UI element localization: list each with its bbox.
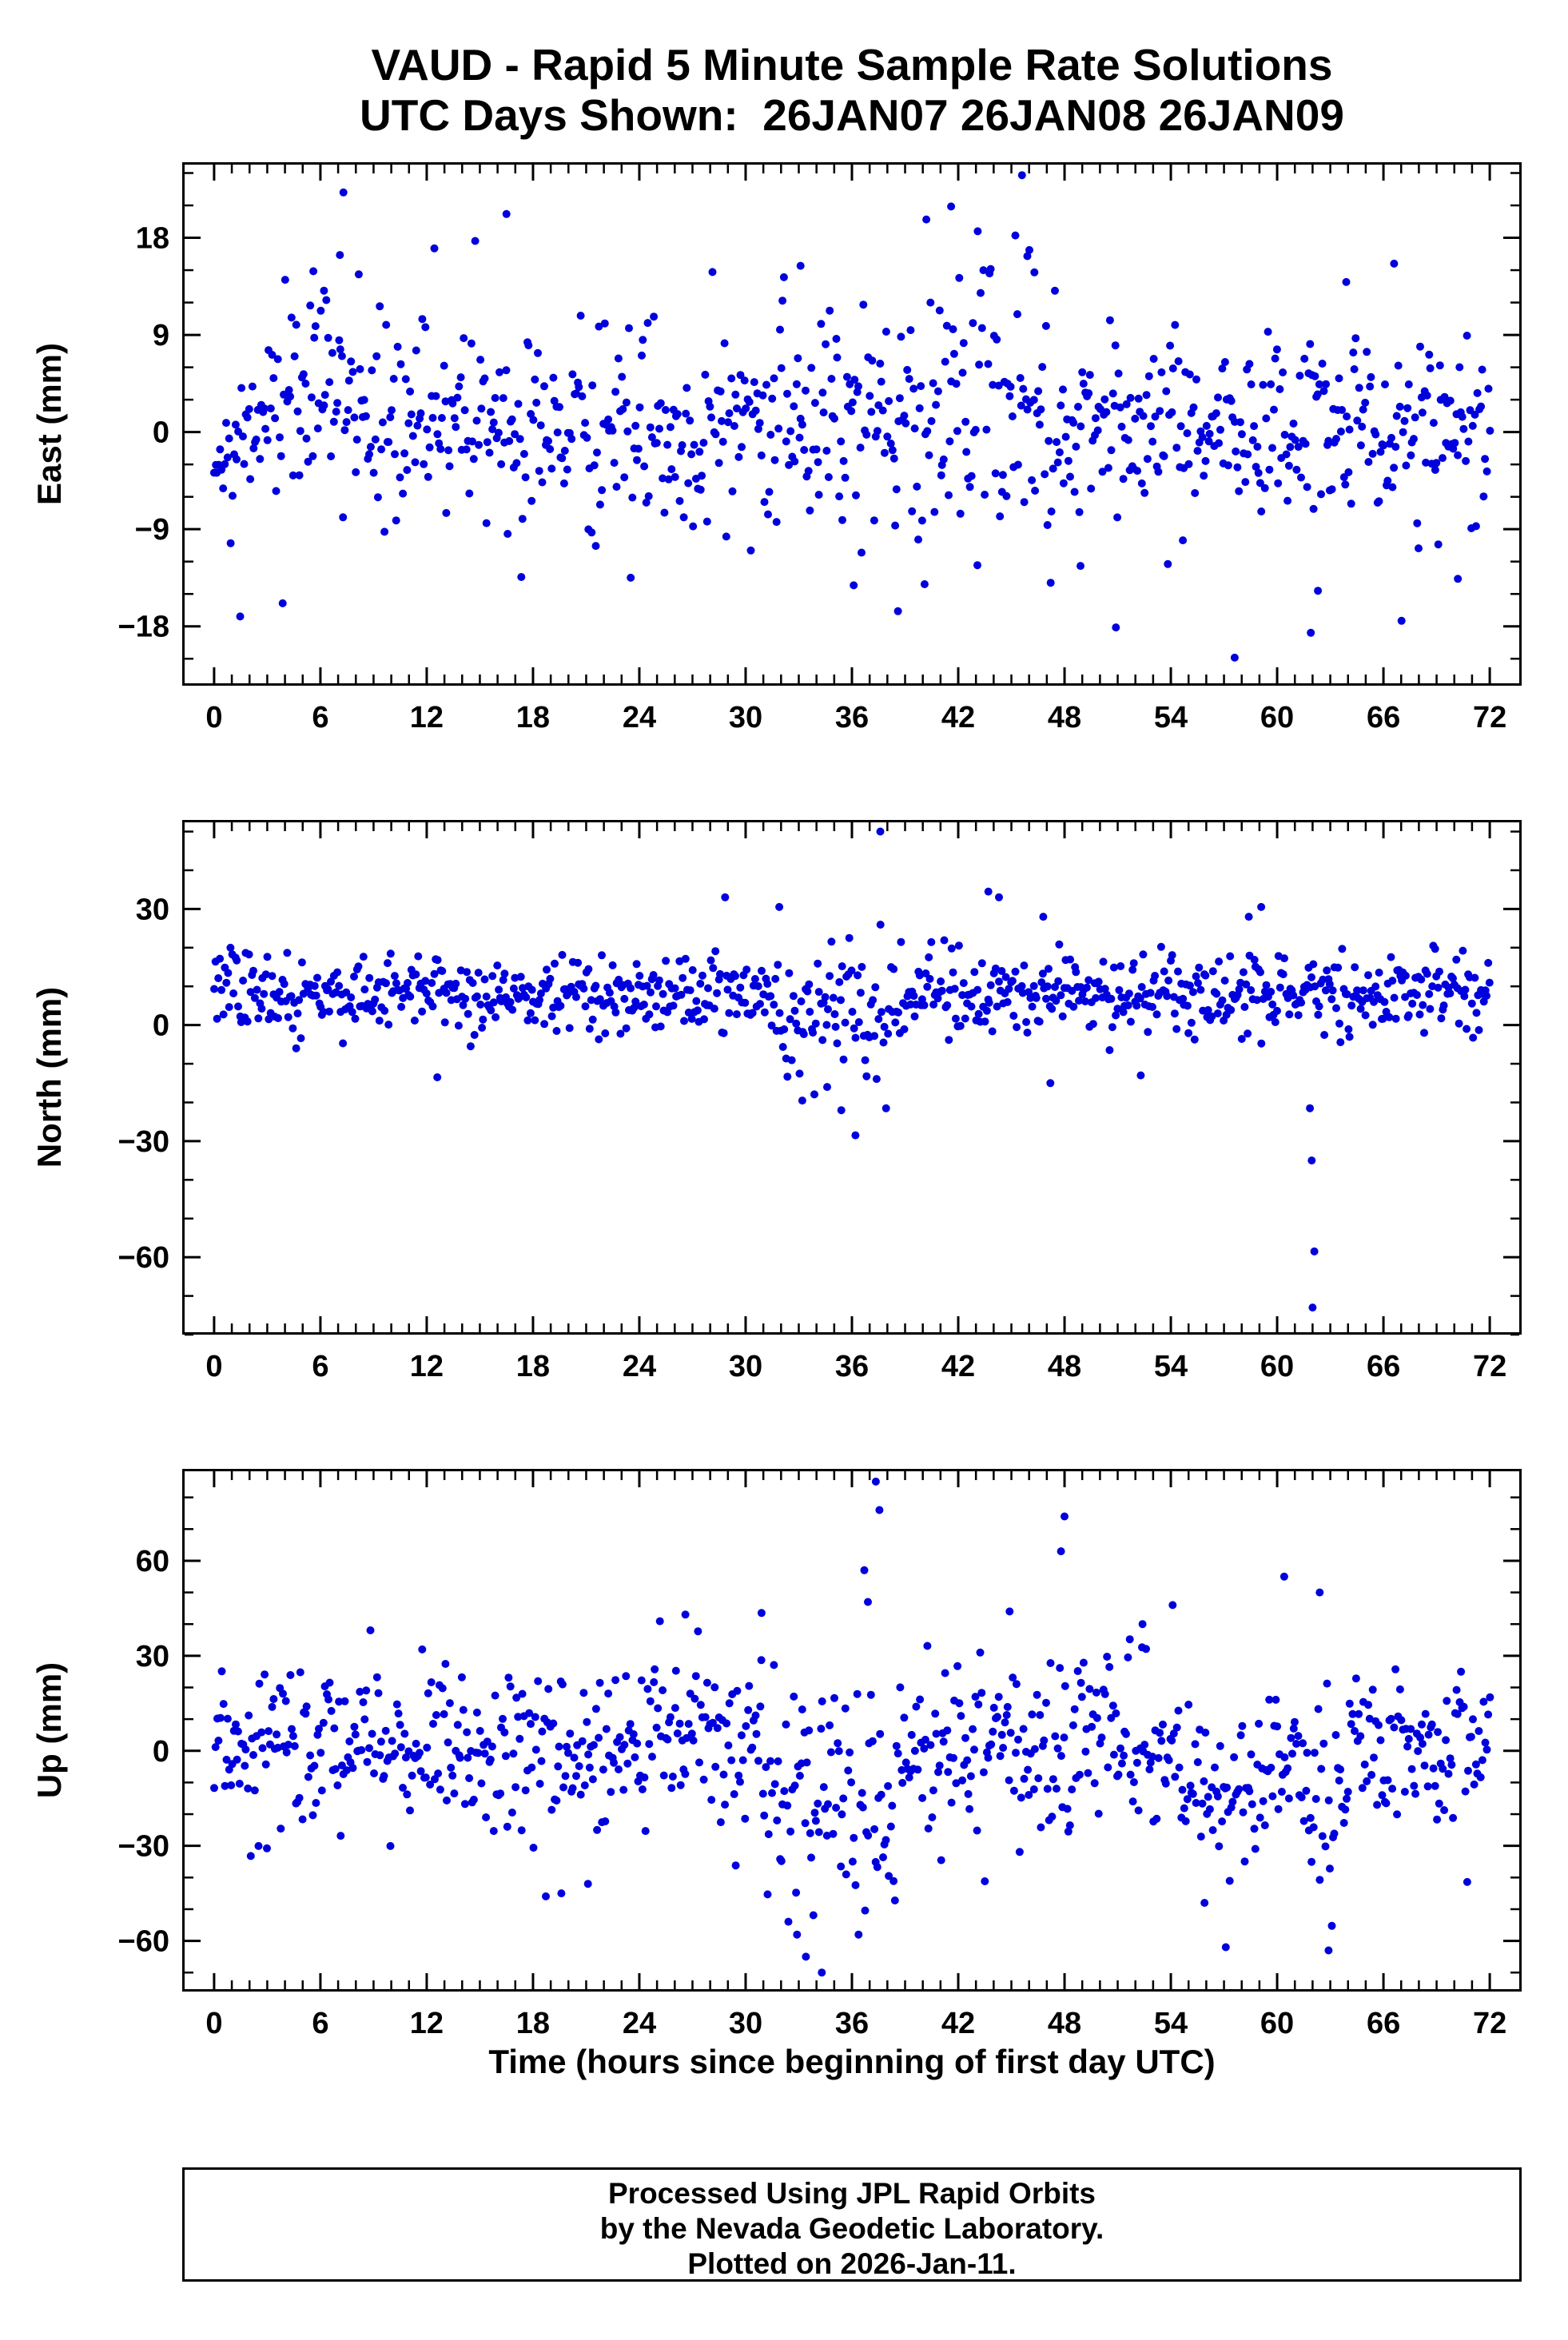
svg-text:66: 66 bbox=[1367, 2007, 1400, 2040]
north-panel: 0 6 12 18 24 30 36 42 48 54 60 66 72 −60 −30 0 30 North (… bbox=[0, 819, 1568, 1394]
svg-text:60: 60 bbox=[1260, 1350, 1294, 1383]
east-scatter-points bbox=[209, 171, 1494, 662]
title-line-2: UTC Days Shown: 26JAN07 26JAN08 26JAN09 bbox=[360, 90, 1344, 140]
north-axis-title: North (mm) bbox=[30, 987, 68, 1168]
svg-text:54: 54 bbox=[1154, 1350, 1188, 1383]
east-panel: 0 6 12 18 24 30 36 42 48 54 60 66 72 −18 −9 0 9 18 East (m… bbox=[0, 161, 1568, 745]
svg-text:60: 60 bbox=[136, 1545, 169, 1578]
svg-text:54: 54 bbox=[1154, 701, 1188, 734]
svg-text:12: 12 bbox=[410, 1350, 444, 1383]
svg-text:−60: −60 bbox=[118, 1241, 169, 1275]
tick-labels: 0 6 12 18 24 30 36 42 48 54 60 66 72 −60 −30 0 30 60 bbox=[118, 1545, 1507, 2040]
svg-text:30: 30 bbox=[729, 701, 762, 734]
svg-text:48: 48 bbox=[1048, 1350, 1081, 1383]
svg-text:−18: −18 bbox=[118, 611, 169, 644]
svg-text:24: 24 bbox=[623, 701, 656, 734]
svg-text:18: 18 bbox=[136, 222, 169, 256]
chart-title: VAUD - Rapid 5 Minute Sample Rate Soluti… bbox=[182, 40, 1522, 141]
plot-frame bbox=[182, 820, 1522, 1335]
svg-text:42: 42 bbox=[941, 701, 975, 734]
up-axis-title: Up (mm) bbox=[30, 1662, 68, 1798]
north-scatter-chart: 0 6 12 18 24 30 36 42 48 54 60 66 72 −60 −30 0 30 North (… bbox=[30, 820, 1522, 1383]
svg-text:9: 9 bbox=[153, 319, 169, 352]
tick-labels: 0 6 12 18 24 30 36 42 48 54 60 66 72 −60 −30 0 30 bbox=[118, 893, 1507, 1383]
svg-text:54: 54 bbox=[1154, 2007, 1188, 2040]
svg-text:72: 72 bbox=[1473, 701, 1506, 734]
north-scatter-points bbox=[210, 827, 1494, 1312]
svg-text:30: 30 bbox=[136, 1640, 169, 1673]
svg-text:−30: −30 bbox=[118, 1125, 169, 1159]
tick-marks bbox=[185, 822, 1519, 1336]
svg-text:−30: −30 bbox=[118, 1830, 169, 1864]
svg-text:30: 30 bbox=[136, 893, 169, 926]
footer-line-2: by the Nevada Geodetic Laboratory. bbox=[599, 2212, 1104, 2245]
x-axis-label: Time (hours since beginning of first day… bbox=[488, 2043, 1216, 2080]
svg-text:48: 48 bbox=[1048, 2007, 1081, 2040]
tick-marks bbox=[185, 165, 1519, 683]
svg-text:30: 30 bbox=[729, 1350, 762, 1383]
svg-text:12: 12 bbox=[410, 2007, 444, 2040]
up-scatter-points bbox=[210, 1477, 1494, 1977]
svg-text:18: 18 bbox=[516, 1350, 550, 1383]
svg-text:24: 24 bbox=[623, 2007, 656, 2040]
tick-marks bbox=[185, 1471, 1519, 1989]
svg-text:42: 42 bbox=[941, 2007, 975, 2040]
up-panel: 0 6 12 18 24 30 36 42 48 54 60 66 72 −60 −30 0 30 60 Up (m… bbox=[0, 1468, 1568, 2051]
footer-box: Processed Using JPL Rapid Orbits by the … bbox=[182, 2167, 1522, 2282]
up-scatter-chart: 0 6 12 18 24 30 36 42 48 54 60 66 72 −60 −30 0 30 60 Up (m… bbox=[30, 1469, 1522, 2040]
tick-labels: 0 6 12 18 24 30 36 42 48 54 60 66 72 −18 −9 0 9 18 bbox=[118, 222, 1507, 734]
svg-text:18: 18 bbox=[516, 2007, 550, 2040]
svg-text:−60: −60 bbox=[118, 1925, 169, 1959]
svg-text:12: 12 bbox=[410, 701, 444, 734]
svg-text:30: 30 bbox=[729, 2007, 762, 2040]
svg-text:0: 0 bbox=[205, 2007, 222, 2040]
footer-line-1: Processed Using JPL Rapid Orbits bbox=[608, 2177, 1096, 2210]
svg-text:0: 0 bbox=[205, 701, 222, 734]
svg-text:72: 72 bbox=[1473, 1350, 1506, 1383]
svg-text:48: 48 bbox=[1048, 701, 1081, 734]
svg-text:66: 66 bbox=[1367, 701, 1400, 734]
plot-frame bbox=[182, 162, 1522, 686]
svg-text:66: 66 bbox=[1367, 1350, 1400, 1383]
svg-text:6: 6 bbox=[312, 1350, 328, 1383]
title-line-1: VAUD - Rapid 5 Minute Sample Rate Soluti… bbox=[371, 40, 1333, 90]
plot-frame bbox=[182, 1469, 1522, 1992]
svg-text:42: 42 bbox=[941, 1350, 975, 1383]
svg-text:0: 0 bbox=[153, 1735, 169, 1769]
east-axis-title: East (mm) bbox=[30, 343, 68, 505]
svg-text:36: 36 bbox=[835, 2007, 869, 2040]
svg-text:36: 36 bbox=[835, 701, 869, 734]
svg-text:24: 24 bbox=[623, 1350, 656, 1383]
svg-text:72: 72 bbox=[1473, 2007, 1506, 2040]
svg-text:0: 0 bbox=[205, 1350, 222, 1383]
footer-line-3: Plotted on 2026-Jan-11. bbox=[687, 2247, 1017, 2280]
east-scatter-chart: 0 6 12 18 24 30 36 42 48 54 60 66 72 −18 −9 0 9 18 East (m… bbox=[30, 162, 1522, 734]
svg-text:18: 18 bbox=[516, 701, 550, 734]
svg-text:0: 0 bbox=[153, 1009, 169, 1043]
svg-text:0: 0 bbox=[153, 416, 169, 450]
svg-text:60: 60 bbox=[1260, 701, 1294, 734]
svg-text:60: 60 bbox=[1260, 2007, 1294, 2040]
svg-text:36: 36 bbox=[835, 1350, 869, 1383]
svg-text:6: 6 bbox=[312, 701, 328, 734]
svg-text:−9: −9 bbox=[135, 513, 169, 547]
svg-text:6: 6 bbox=[312, 2007, 328, 2040]
